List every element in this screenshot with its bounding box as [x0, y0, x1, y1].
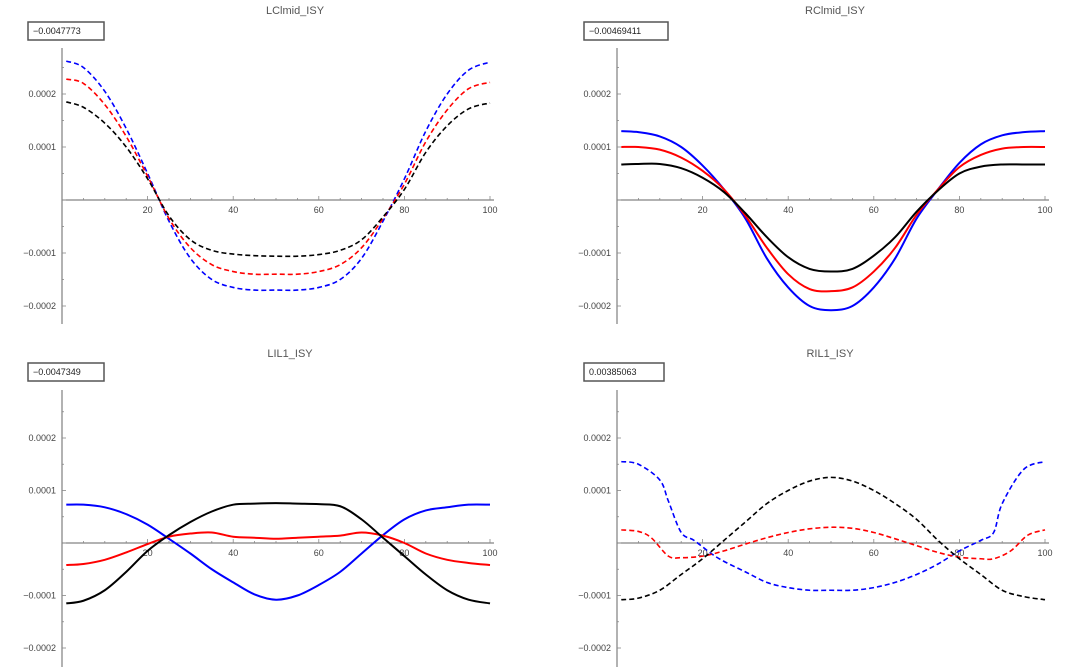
- x-tick-label: 40: [783, 205, 793, 215]
- chart-panel-1: LClmid_ISY −0.0047773 20 40 60 80 100 −0.0002 −0…: [23, 5, 498, 324]
- x-tick-label: 40: [228, 548, 238, 558]
- series-line-3: [66, 502, 491, 605]
- series-line-1: [621, 460, 1046, 592]
- y-tick-label: −0.0002: [578, 643, 611, 653]
- series-line-1: [66, 60, 491, 292]
- series-line-2: [621, 526, 1046, 561]
- y-tick-label: 0.0001: [28, 142, 56, 152]
- series-line-3: [66, 101, 491, 258]
- y-tick-label: 0.0001: [583, 486, 611, 496]
- x-tick-label: 60: [869, 548, 879, 558]
- chart-title: RClmid_ISY: [805, 5, 866, 17]
- offset-box: [27, 362, 105, 382]
- offset-label: −0.0047349: [33, 367, 81, 377]
- series-line-2: [621, 145, 1046, 293]
- y-tick-label: 0.0002: [583, 89, 611, 99]
- offset-label: −0.0047773: [33, 26, 81, 36]
- y-tick-label: −0.0001: [23, 248, 56, 258]
- x-tick-label: 20: [698, 205, 708, 215]
- y-tick-label: −0.0001: [23, 591, 56, 601]
- y-tick-label: −0.0002: [23, 301, 56, 311]
- chart-title: RIL1_ISY: [806, 348, 854, 360]
- series-line-3: [621, 162, 1045, 273]
- y-tick-label: 0.0002: [583, 433, 611, 443]
- x-tick-label: 80: [954, 205, 964, 215]
- series-line-1: [621, 130, 1046, 312]
- y-tick-label: 0.0002: [28, 433, 56, 443]
- x-tick-label: 20: [143, 205, 153, 215]
- x-tick-label: 60: [869, 205, 879, 215]
- offset-box: [583, 362, 665, 382]
- x-tick-label: 100: [1037, 205, 1052, 215]
- series-line-3: [621, 476, 1046, 601]
- y-tick-label: 0.0001: [28, 486, 56, 496]
- x-tick-label: 100: [482, 205, 497, 215]
- x-tick-label: 60: [314, 548, 324, 558]
- series-line-1: [66, 503, 491, 601]
- chart-panel-3: LIL1_ISY −0.0047349 20 40 60 80 100 −0.0002 −0.0…: [23, 348, 498, 667]
- x-tick-label: 80: [399, 548, 409, 558]
- series-line-2: [66, 78, 491, 276]
- chart-title: LIL1_ISY: [267, 348, 313, 360]
- x-tick-label: 40: [783, 548, 793, 558]
- y-tick-label: −0.0001: [578, 248, 611, 258]
- chart-title: LClmid_ISY: [266, 5, 325, 17]
- x-tick-label: 20: [698, 548, 708, 558]
- chart-panel-2: RClmid_ISY −0.00469411 20 40 60 80 100 −0.0002 −…: [578, 5, 1053, 324]
- x-tick-label: 60: [314, 205, 324, 215]
- series-line-2: [66, 531, 491, 567]
- y-tick-label: −0.0002: [578, 301, 611, 311]
- y-tick-label: 0.0001: [583, 142, 611, 152]
- x-tick-label: 40: [228, 205, 238, 215]
- offset-label: −0.00469411: [589, 26, 641, 36]
- y-tick-label: 0.0002: [28, 89, 56, 99]
- chart-panel-4: RIL1_ISY 0.00385063 20 40 60 80 100 −0.0002 −0.0…: [578, 348, 1053, 667]
- offset-box: [583, 21, 669, 41]
- offset-box: [27, 21, 105, 41]
- x-tick-label: 20: [143, 548, 153, 558]
- offset-label: 0.00385063: [589, 367, 637, 377]
- y-tick-label: −0.0002: [23, 643, 56, 653]
- x-tick-label: 100: [482, 548, 497, 558]
- y-tick-label: −0.0001: [578, 591, 611, 601]
- x-tick-label: 100: [1037, 548, 1052, 558]
- x-tick-label: 80: [954, 548, 964, 558]
- x-tick-label: 80: [399, 205, 409, 215]
